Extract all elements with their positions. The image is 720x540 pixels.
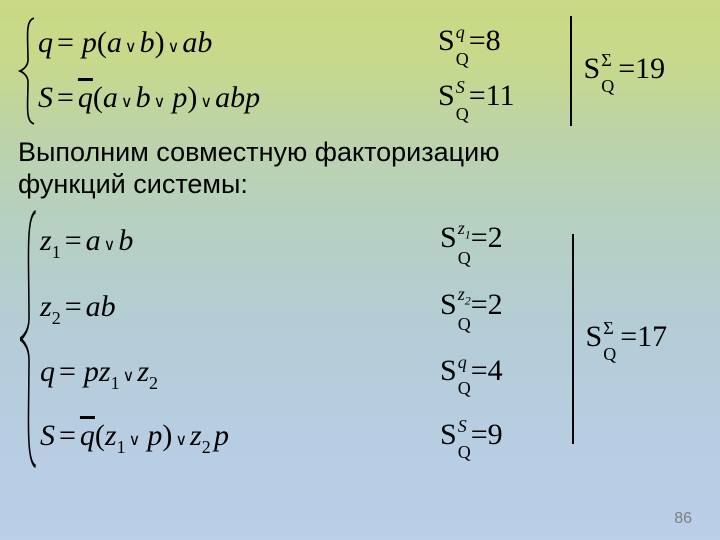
equation-sq: SSQ=11 bbox=[438, 79, 558, 118]
equation-line: q = p(a∨b)∨abSqQ=8 bbox=[38, 24, 558, 63]
page-number: 86 bbox=[674, 510, 692, 528]
equation-lhs: S = q(a∨b∨ p)∨abp bbox=[38, 83, 438, 113]
top-system: q = p(a∨b)∨abSqQ=8S = q(a∨b∨ p)∨abpSSQ=1… bbox=[18, 16, 558, 126]
explanation-text: Выполним совместную факторизацию функций… bbox=[0, 132, 720, 209]
bottom-separator bbox=[572, 234, 574, 444]
top-brace bbox=[18, 16, 38, 126]
equation-lhs: z2 = ab bbox=[40, 292, 440, 323]
bottom-brace bbox=[18, 209, 40, 469]
equation-lhs: S = q(z1∨ p)∨z2 p bbox=[40, 421, 440, 452]
curly-brace-icon bbox=[18, 16, 38, 126]
equation-sq: SqQ=4 bbox=[440, 354, 560, 393]
equation-line: q = pz1∨z2SqQ=4 bbox=[40, 354, 560, 393]
text-line-1: Выполним совместную факторизацию bbox=[18, 136, 702, 168]
top-separator-wrap bbox=[558, 16, 584, 126]
equation-line: z1 = a∨bSz1Q=2 bbox=[40, 221, 560, 262]
curly-brace-icon bbox=[18, 209, 40, 469]
bottom-sigma: SΣQ =17 bbox=[586, 320, 668, 359]
bottom-equations: z1 = a∨bSz1Q=2z2 = abSz2Q=2q = pz1∨z2SqQ… bbox=[40, 209, 560, 469]
equation-sq: SSQ=9 bbox=[440, 418, 560, 457]
equation-line: S = q(a∨b∨ p)∨abpSSQ=11 bbox=[38, 79, 558, 118]
top-equations: q = p(a∨b)∨abSqQ=8S = q(a∨b∨ p)∨abpSSQ=1… bbox=[38, 16, 558, 126]
top-system-row: q = p(a∨b)∨abSqQ=8S = q(a∨b∨ p)∨abpSSQ=1… bbox=[0, 0, 720, 132]
equation-lhs: q = pz1∨z2 bbox=[40, 357, 440, 388]
equation-sq: Sz2Q=2 bbox=[440, 288, 560, 329]
equation-sq: SqQ=8 bbox=[438, 24, 558, 63]
bottom-separator-wrap bbox=[560, 234, 586, 444]
text-line-2: функций системы: bbox=[18, 168, 702, 200]
bottom-sigma-value: 17 bbox=[637, 320, 667, 353]
bottom-system-row: z1 = a∨bSz1Q=2z2 = abSz2Q=2q = pz1∨z2SqQ… bbox=[0, 209, 720, 469]
bottom-system: z1 = a∨bSz1Q=2z2 = abSz2Q=2q = pz1∨z2SqQ… bbox=[18, 209, 560, 469]
top-sigma-value: 19 bbox=[635, 52, 665, 85]
equation-line: S = q(z1∨ p)∨z2 pSSQ=9 bbox=[40, 418, 560, 457]
equation-lhs: q = p(a∨b)∨ab bbox=[38, 28, 438, 58]
top-sigma: SΣQ =19 bbox=[584, 52, 666, 91]
top-separator bbox=[570, 16, 572, 126]
equation-lhs: z1 = a∨b bbox=[40, 226, 440, 257]
equation-sq: Sz1Q=2 bbox=[440, 221, 560, 262]
equation-line: z2 = abSz2Q=2 bbox=[40, 288, 560, 329]
